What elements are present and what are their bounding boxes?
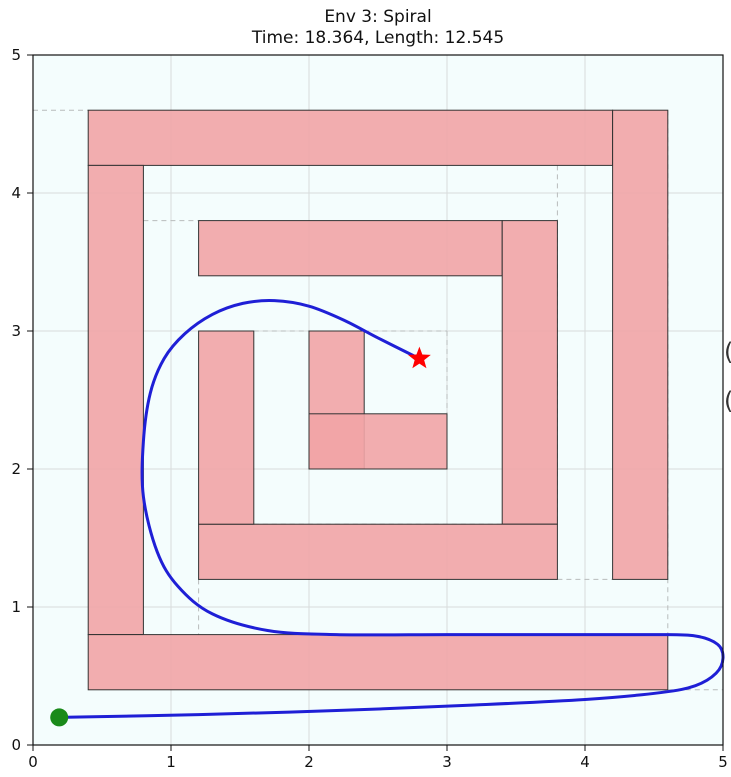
- obstacle-rect: [87, 164, 144, 636]
- goal-star-marker: [407, 346, 431, 369]
- y-tick-label: 0: [11, 736, 21, 754]
- y-tick-label: 3: [11, 322, 21, 340]
- obstacle-rect: [501, 220, 558, 525]
- y-tick-label: 4: [11, 184, 21, 202]
- chart-title: Env 3: Spiral: [324, 7, 431, 27]
- obstacle-rect: [612, 109, 669, 580]
- obstacle-rect: [87, 109, 614, 166]
- trajectory-path: [57, 299, 725, 719]
- obstacle-rect: [87, 634, 669, 691]
- x-tick-label: 3: [442, 753, 452, 771]
- obstacle-group: [87, 109, 669, 691]
- axis-ticks: 0 1 2 3 4 5 0 1 2 3 4 5: [11, 46, 727, 771]
- y-tick-label: 2: [11, 460, 21, 478]
- edge-glyph: (: [724, 387, 731, 415]
- x-tick-label: 4: [580, 753, 590, 771]
- y-tick-label: 5: [11, 46, 21, 64]
- y-tick-label: 1: [11, 598, 21, 616]
- x-tick-label: 2: [304, 753, 314, 771]
- x-tick-label: 0: [28, 753, 38, 771]
- obstacle-rect: [198, 523, 558, 580]
- start-marker: [50, 708, 69, 727]
- obstacle-rect: [198, 330, 255, 525]
- obstacle-rect: [198, 220, 503, 277]
- x-tick-label: 1: [166, 753, 176, 771]
- obstacle-rect: [308, 413, 448, 470]
- edge-glyph: (: [724, 338, 731, 366]
- chart-subtitle: Time: 18.364, Length: 12.545: [251, 28, 504, 48]
- x-tick-label: 5: [718, 753, 728, 771]
- axes-frame: [32, 54, 724, 746]
